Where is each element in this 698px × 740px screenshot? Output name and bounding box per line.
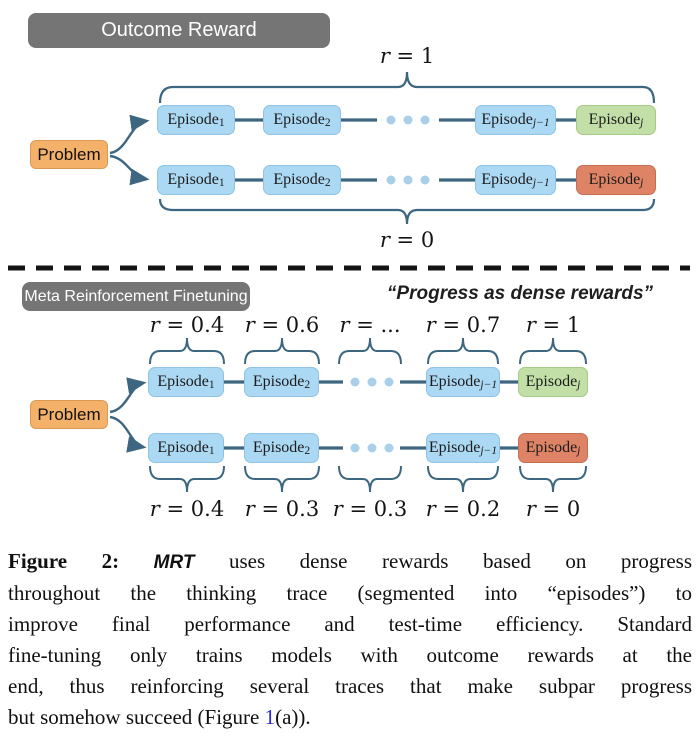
problem-box-mrt: Problem xyxy=(30,400,108,429)
episode-box: Episode 1 xyxy=(157,105,235,135)
episode-box: Episode j−1 xyxy=(426,367,500,397)
ellipsis-dots-mrt-success xyxy=(350,377,394,387)
reward-label-mrt-top: r = 0.7 xyxy=(425,313,501,337)
episode-box-final-success: Episode j xyxy=(518,367,588,397)
figure-1-link[interactable]: 1 xyxy=(264,705,276,729)
episode-subscript: 2 xyxy=(304,379,311,392)
brace-outcome-bottom xyxy=(158,198,656,225)
reward-value: = 0 xyxy=(396,228,435,252)
episode-subscript: 2 xyxy=(324,177,331,190)
figure-caption: Figure 2: MRT uses dense rewards based o… xyxy=(8,546,692,733)
episode-subscript: 1 xyxy=(208,379,215,392)
outcome-reward-header: Outcome Reward xyxy=(28,13,330,48)
episode-subscript: j xyxy=(577,379,581,392)
reward-var: r xyxy=(379,228,390,252)
mrt-title: Meta Reinforcement Finetuning xyxy=(24,287,248,305)
episode-box: Episode 2 xyxy=(244,367,319,397)
episode-box: Episode 2 xyxy=(263,105,341,135)
episode-subscript: j−1 xyxy=(480,445,498,458)
episode-box: Episode 1 xyxy=(157,165,235,195)
caption-line: improve final performance and test-time … xyxy=(8,612,692,636)
episode-box-final-fail: Episode j xyxy=(518,433,588,463)
reward-label-mrt-bottom: r = 0 xyxy=(525,497,581,521)
brace-outcome-top xyxy=(158,71,656,104)
problem-arrows-outcome xyxy=(109,114,150,186)
episode-subscript: j−1 xyxy=(480,379,498,392)
caption-line: throughout the thinking trace (segmented… xyxy=(8,581,692,605)
episode-subscript: j xyxy=(577,445,581,458)
episode-subscript: 2 xyxy=(324,117,331,130)
episode-subscript: j xyxy=(640,117,644,130)
episode-box: Episode j−1 xyxy=(426,433,500,463)
figure-number: Figure 2: xyxy=(8,549,120,573)
diagram-linework xyxy=(8,71,690,493)
reward-label-mrt-top: r = 0.6 xyxy=(244,313,320,337)
episode-box-final-success: Episode j xyxy=(576,105,656,135)
mrt-header: Meta Reinforcement Finetuning xyxy=(22,282,250,311)
episode-box-final-fail: Episode j xyxy=(576,165,656,195)
caption-line: end, thus reinforcing several traces tha… xyxy=(8,674,692,698)
reward-label-outcome-bottom: r = 0 xyxy=(352,228,462,252)
reward-label-mrt-top: r = ... xyxy=(339,313,401,337)
episode-box: Episode 2 xyxy=(263,165,341,195)
reward-label-outcome-top: r = 1 xyxy=(352,44,462,68)
problem-arrows-mrt xyxy=(109,377,147,453)
problem-label: Problem xyxy=(37,144,101,164)
reward-label-mrt-bottom: r = 0.3 xyxy=(244,497,320,521)
braces-mrt-top xyxy=(149,337,587,365)
episode-box: Episode j−1 xyxy=(475,105,556,135)
reward-value: = 1 xyxy=(396,44,435,68)
episode-subscript: j−1 xyxy=(532,177,550,190)
episode-box: Episode 1 xyxy=(148,367,224,397)
ellipsis-dots-mrt-fail xyxy=(350,443,394,453)
episode-subscript: j−1 xyxy=(532,117,550,130)
episode-subscript: 1 xyxy=(218,117,225,130)
outcome-reward-title: Outcome Reward xyxy=(101,19,257,41)
ellipsis-dots-outcome-success xyxy=(386,115,430,125)
episode-box: Episode 1 xyxy=(148,433,224,463)
reward-label-mrt-top: r = 0.4 xyxy=(149,313,225,337)
episode-subscript: j xyxy=(640,177,644,190)
method-name: MRT xyxy=(153,552,195,573)
reward-label-mrt-bottom: r = 0.3 xyxy=(332,497,408,521)
reward-label-mrt-bottom: r = 0.4 xyxy=(149,497,225,521)
braces-mrt-bottom xyxy=(149,465,587,493)
reward-label-mrt-bottom: r = 0.2 xyxy=(425,497,501,521)
ellipsis-dots-outcome-fail xyxy=(386,175,430,185)
episode-subscript: 1 xyxy=(218,177,225,190)
problem-label: Problem xyxy=(37,404,101,424)
episode-box: Episode 2 xyxy=(244,433,319,463)
problem-box-outcome: Problem xyxy=(30,140,108,169)
caption-line: Figure 2: MRT uses dense rewards based o… xyxy=(8,549,693,573)
mrt-tagline: “Progress as dense rewards” xyxy=(386,283,654,304)
caption-line: fine-tuning only trains models with outc… xyxy=(8,643,692,667)
reward-label-mrt-top: r = 1 xyxy=(525,313,581,337)
episode-subscript: 1 xyxy=(208,445,215,458)
episode-box: Episode j−1 xyxy=(475,165,556,195)
caption-line: but somehow succeed (Figure 1(a)). xyxy=(8,705,311,729)
episode-subscript: 2 xyxy=(304,445,311,458)
reward-var: r xyxy=(379,44,390,68)
